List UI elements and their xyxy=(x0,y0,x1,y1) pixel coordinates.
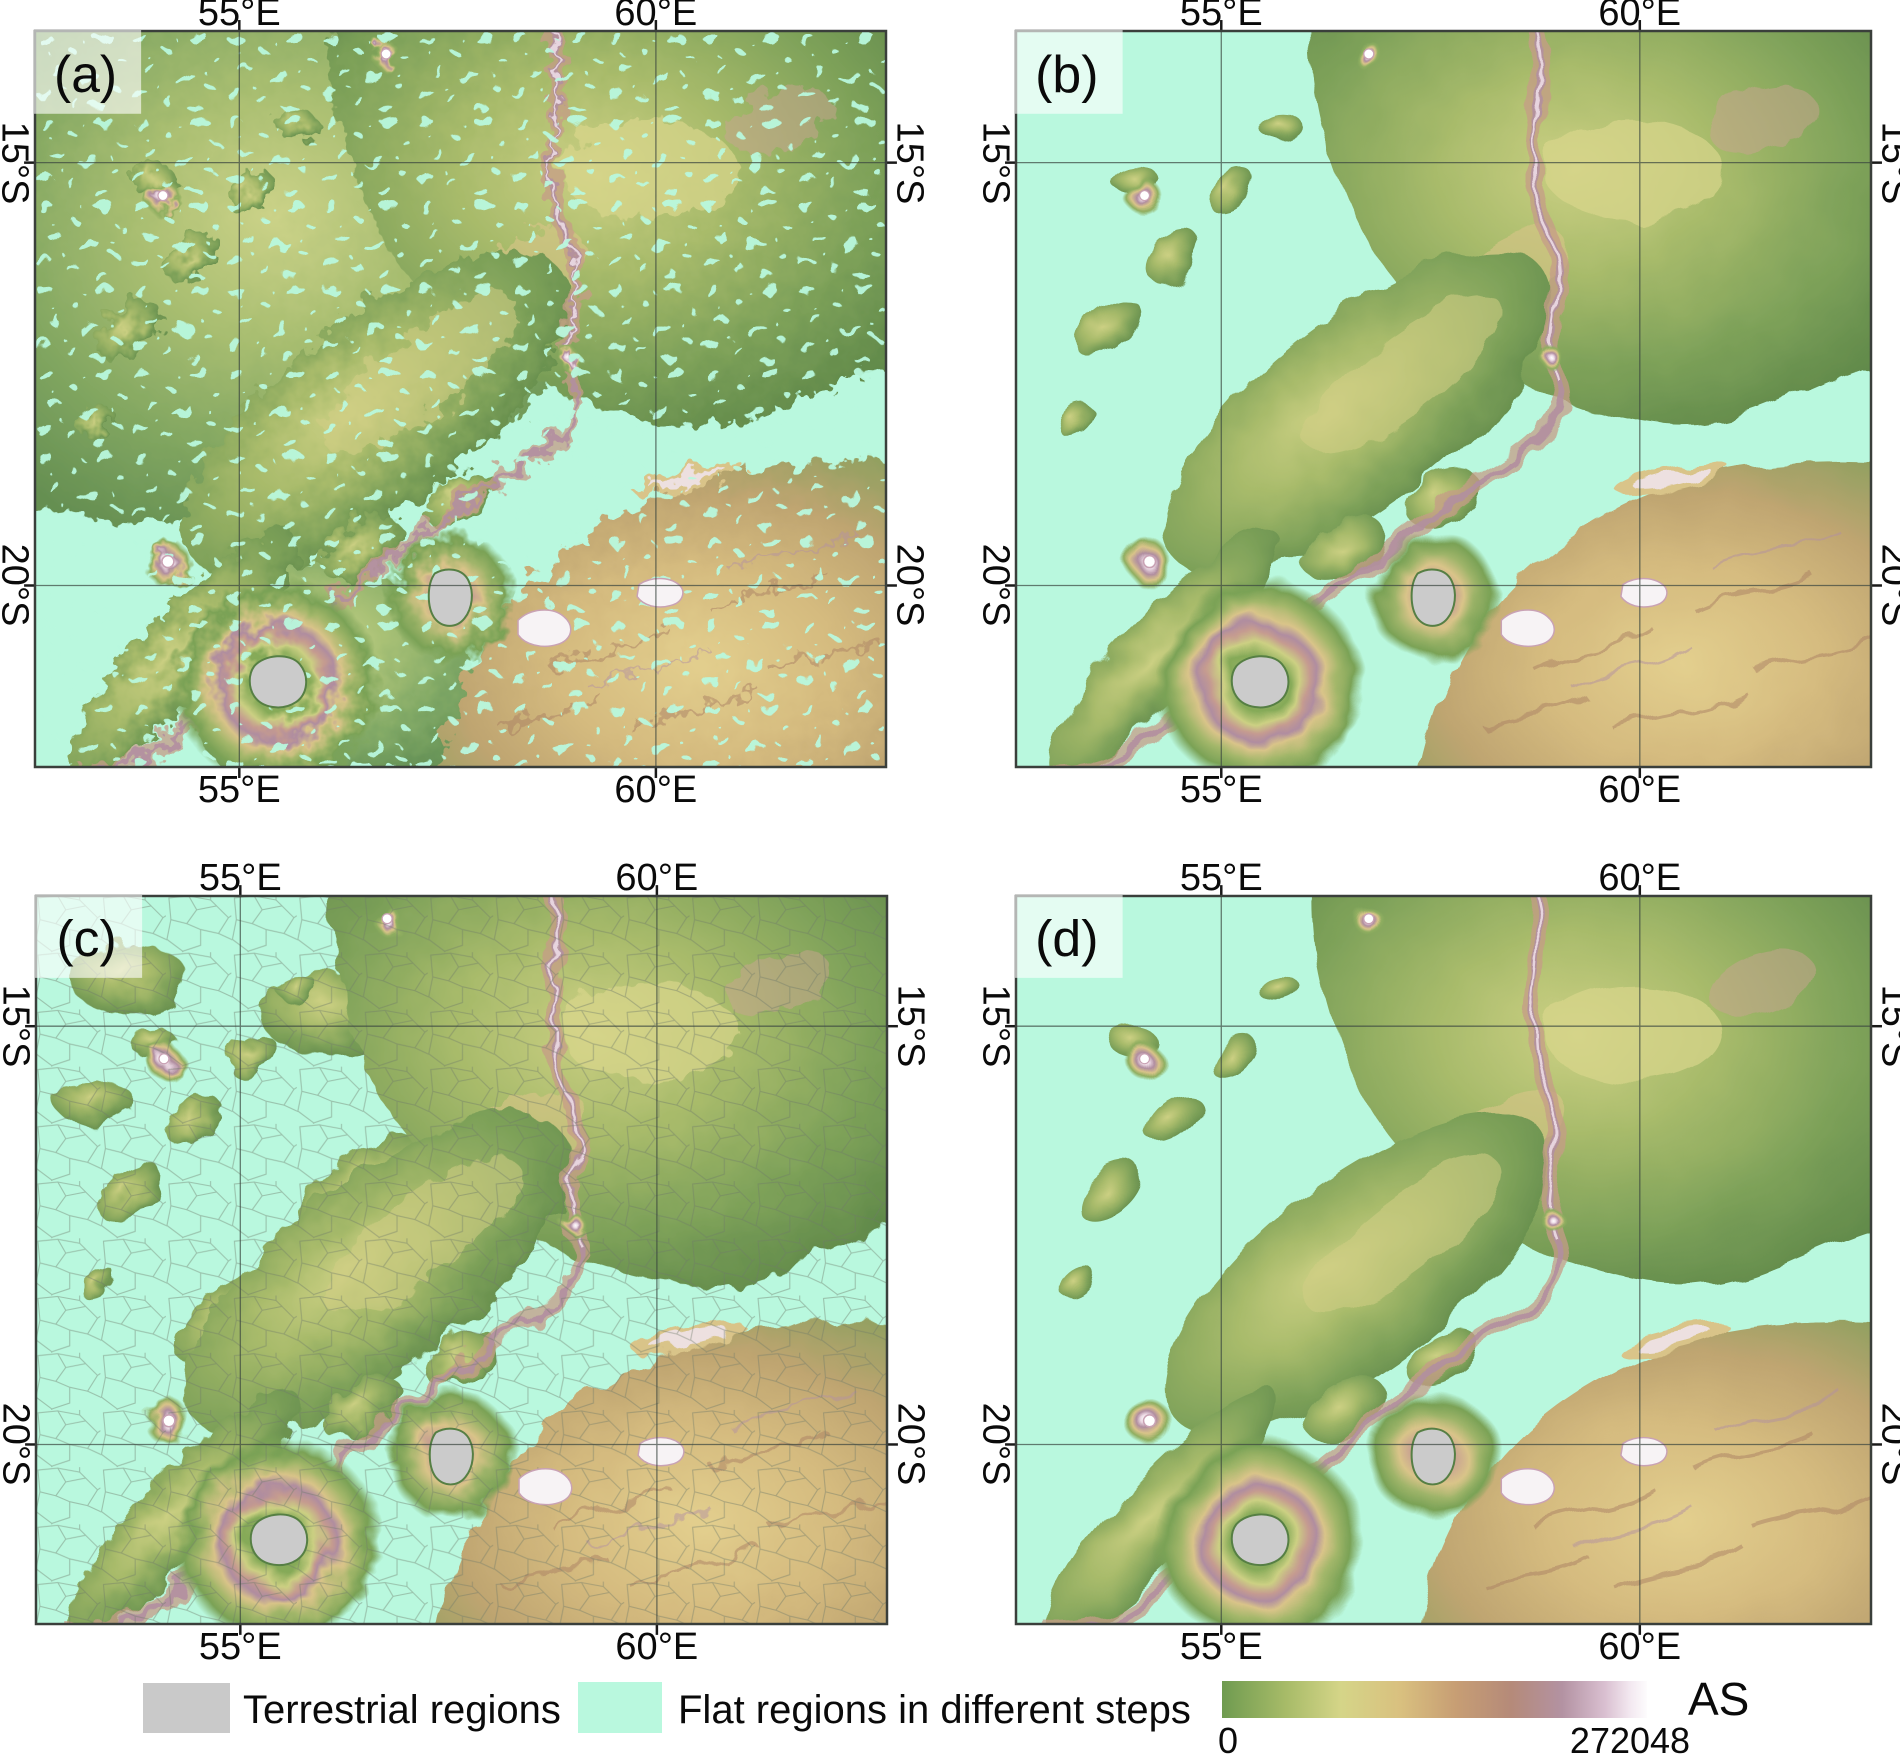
map-panel-a: (a) 55°E 60°E 55°E 60°E 15°S 20°S 15°S 2… xyxy=(34,30,887,768)
axis-label-lon60-bottom: 60°E xyxy=(1598,1626,1681,1669)
panel-letter-d: (d) xyxy=(1035,909,1098,967)
axis-label-lat15-left: 15°S xyxy=(0,985,37,1068)
colorbar-min-label: 0 xyxy=(1218,1720,1238,1762)
axis-label-lat20-right: 20°S xyxy=(888,544,931,627)
axis-label-lat20-right: 20°S xyxy=(1873,1403,1900,1486)
axis-label-lon60-bottom: 60°E xyxy=(615,1626,698,1669)
axis-label-lat20-left: 20°S xyxy=(974,544,1017,627)
map-panel-b: (b) 55°E 60°E 55°E 60°E 15°S 20°S 15°S 2… xyxy=(1015,30,1872,768)
flat-speckle-overlay xyxy=(34,30,887,768)
colorbar-max-label: 272048 xyxy=(1570,1720,1690,1762)
map-b-canvas: (b) xyxy=(1015,30,1872,768)
axis-label-lat15-right: 15°S xyxy=(1873,121,1900,204)
axis-label-lon60-top: 60°E xyxy=(614,0,697,35)
axis-label-lat20-left: 20°S xyxy=(0,1403,37,1486)
legend-label-terrestrial: Terrestrial regions xyxy=(243,1687,561,1733)
axis-label-lon60-top: 60°E xyxy=(1598,0,1681,35)
map-d-canvas: (d) xyxy=(1015,895,1872,1625)
axis-label-lat15-left: 15°S xyxy=(974,985,1017,1068)
axis-label-lon55-top: 55°E xyxy=(1180,857,1263,900)
axis-label-lat15-right: 15°S xyxy=(888,121,931,204)
axis-label-lon55-bottom: 55°E xyxy=(199,1626,282,1669)
axis-label-lat20-right: 20°S xyxy=(889,1403,932,1486)
watershed-mesh-overlay xyxy=(35,895,888,1625)
axis-label-lat15-left: 15°S xyxy=(974,121,1017,204)
map-panel-d: (d) 55°E 60°E 55°E 60°E 15°S 20°S 15°S 2… xyxy=(1015,895,1872,1625)
map-a-canvas: (a) xyxy=(34,30,887,768)
axis-label-lon55-bottom: 55°E xyxy=(1180,1626,1263,1669)
axis-label-lon55-bottom: 55°E xyxy=(1180,769,1263,812)
axis-label-lat15-right: 15°S xyxy=(889,985,932,1068)
panel-letter-a: (a) xyxy=(54,45,117,103)
axis-label-lon55-top: 55°E xyxy=(199,857,282,900)
axis-label-lat20-left: 20°S xyxy=(0,544,36,627)
axis-label-lon60-top: 60°E xyxy=(1598,857,1681,900)
map-panel-c: (c) 55°E 60°E 55°E 60°E 15°S 20°S 15°S 2… xyxy=(35,895,888,1625)
colorbar-gradient xyxy=(1222,1681,1647,1718)
legend-swatch-terrestrial xyxy=(143,1683,230,1733)
colorbar-title: AS xyxy=(1688,1672,1749,1726)
legend-swatch-flat-regions xyxy=(578,1682,662,1733)
axis-label-lat20-right: 20°S xyxy=(1873,544,1900,627)
axis-label-lon55-top: 55°E xyxy=(198,0,281,35)
map-c-canvas: (c) xyxy=(35,895,888,1625)
axis-label-lon55-bottom: 55°E xyxy=(198,769,281,812)
axis-label-lat20-left: 20°S xyxy=(974,1403,1017,1486)
axis-label-lat15-left: 15°S xyxy=(0,121,36,204)
axis-label-lon55-top: 55°E xyxy=(1180,0,1263,35)
panel-letter-b: (b) xyxy=(1035,45,1098,103)
axis-label-lat15-right: 15°S xyxy=(1873,985,1900,1068)
legend-label-flat-regions: Flat regions in different steps xyxy=(678,1687,1191,1733)
axis-label-lon60-bottom: 60°E xyxy=(614,769,697,812)
panel-letter-c: (c) xyxy=(57,909,117,967)
axis-label-lon60-bottom: 60°E xyxy=(1598,769,1681,812)
axis-label-lon60-top: 60°E xyxy=(615,857,698,900)
